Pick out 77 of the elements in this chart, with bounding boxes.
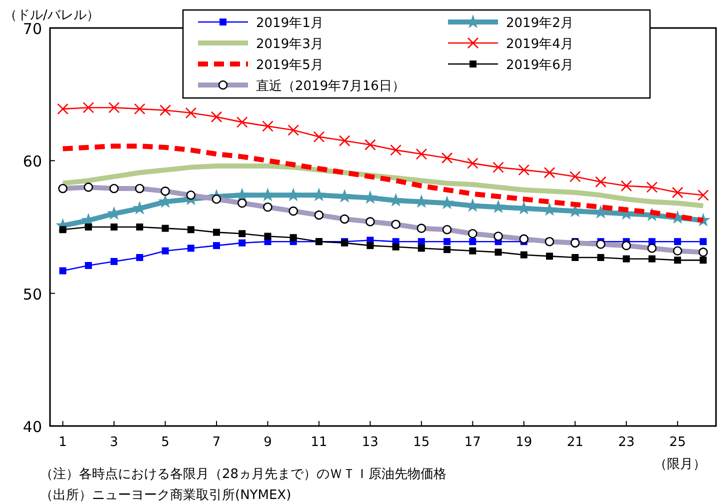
x-tick-label: 17 bbox=[464, 435, 481, 450]
point bbox=[338, 135, 350, 146]
point bbox=[108, 102, 120, 114]
x-tick-label: 15 bbox=[413, 435, 430, 450]
point bbox=[392, 243, 400, 250]
point bbox=[597, 254, 604, 262]
y-tick-label: 40 bbox=[22, 418, 42, 436]
point bbox=[313, 131, 325, 142]
y-tick-label: 60 bbox=[22, 152, 42, 171]
x-tick-label: 21 bbox=[566, 435, 584, 450]
point bbox=[84, 262, 92, 269]
legend-label: 2019年4月 bbox=[506, 37, 574, 52]
point bbox=[238, 239, 246, 246]
point bbox=[57, 103, 68, 115]
legend-label: 2019年1月 bbox=[256, 16, 324, 31]
point bbox=[187, 244, 194, 252]
point bbox=[110, 224, 118, 230]
point bbox=[236, 116, 248, 128]
point bbox=[648, 255, 656, 262]
point bbox=[134, 103, 146, 115]
point bbox=[238, 230, 246, 238]
point bbox=[59, 267, 66, 274]
x-tick-label: 11 bbox=[310, 435, 328, 450]
point bbox=[418, 244, 425, 252]
x-tick-label: 9 bbox=[264, 435, 272, 450]
point bbox=[210, 111, 222, 123]
point bbox=[700, 238, 707, 246]
legend-label: 2019年5月 bbox=[256, 58, 324, 73]
point bbox=[469, 247, 476, 254]
x-tick-label: 19 bbox=[516, 435, 532, 450]
x-tick-label: 7 bbox=[212, 435, 221, 450]
legend-label: 直近（2019年7月16日） bbox=[256, 79, 405, 94]
point bbox=[160, 104, 171, 116]
x-axis-title: （限月） bbox=[654, 457, 706, 472]
point bbox=[674, 238, 682, 246]
x-tick-label: 13 bbox=[362, 435, 378, 450]
point bbox=[520, 251, 528, 258]
legend-label: 2019年3月 bbox=[256, 37, 324, 52]
point bbox=[136, 254, 144, 262]
point bbox=[187, 226, 194, 234]
y-tick-label: 70 bbox=[22, 20, 42, 38]
point bbox=[262, 120, 274, 132]
point bbox=[418, 238, 425, 246]
point bbox=[213, 228, 220, 236]
point bbox=[469, 238, 476, 246]
point bbox=[264, 232, 272, 240]
y-axis-title: （ドル/バレル） bbox=[4, 8, 100, 23]
x-tick-label: 5 bbox=[161, 435, 170, 450]
point bbox=[290, 234, 297, 242]
point bbox=[185, 107, 197, 119]
point bbox=[110, 258, 118, 265]
point bbox=[162, 224, 169, 232]
point bbox=[444, 246, 451, 254]
point bbox=[366, 242, 374, 250]
text: （注）各時点における各限月（28ヵ月先まで）のＷＴＩ原油先物価格 bbox=[40, 467, 447, 482]
x-tick-label: 3 bbox=[110, 435, 118, 450]
x-tick-label: 23 bbox=[618, 435, 635, 450]
point bbox=[546, 252, 553, 260]
point bbox=[162, 247, 169, 254]
point bbox=[59, 226, 66, 234]
point bbox=[572, 254, 579, 262]
point bbox=[82, 102, 94, 114]
legend-label: 2019年2月 bbox=[506, 16, 574, 31]
legend-label: 2019年6月 bbox=[506, 58, 574, 73]
y-tick-label: 50 bbox=[22, 285, 42, 304]
x-tick-label: 1 bbox=[58, 435, 67, 450]
point bbox=[494, 248, 502, 256]
point bbox=[84, 224, 92, 230]
point bbox=[213, 242, 220, 250]
point bbox=[700, 256, 707, 264]
x-tick-label: 25 bbox=[669, 435, 686, 450]
point bbox=[288, 124, 299, 136]
point bbox=[444, 238, 451, 246]
point bbox=[674, 256, 682, 264]
text: （出所）ニューヨーク商業取引所(NYMEX) bbox=[40, 488, 292, 503]
point bbox=[622, 255, 630, 262]
point bbox=[136, 224, 144, 230]
